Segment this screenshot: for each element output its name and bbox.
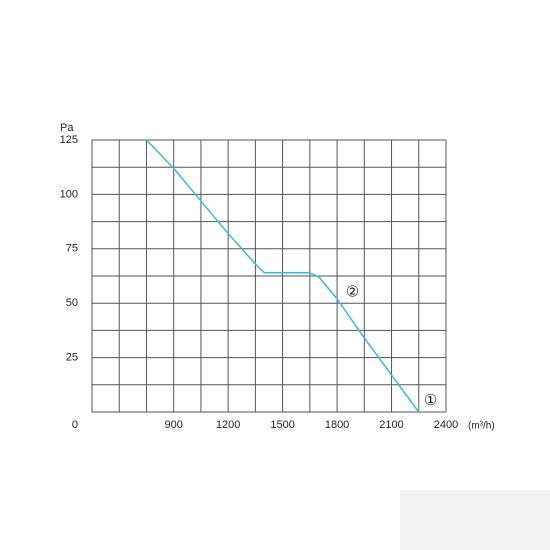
y-tick-label: 25 [66,352,78,364]
y-tick-label: 75 [66,243,78,255]
x-axis-unit: (m³/h) [468,421,495,432]
y-tick-label: 125 [60,134,78,146]
annotation: ① [424,392,437,409]
x-tick-label: 900 [165,419,183,431]
x-tick-label: 2100 [379,419,403,431]
annotation: ② [346,283,359,300]
x-tick-label: 1500 [270,419,294,431]
curve [145,139,420,413]
x-tick-label: 1200 [216,419,240,431]
y-axis-label: Pa [60,122,74,134]
y-tick-label: 100 [60,188,78,200]
watermark-box [400,490,550,550]
x-tick-label: 1800 [325,419,349,431]
y-tick-label: 0 [72,419,78,431]
x-tick-label: 2400 [434,419,458,431]
y-tick-label: 50 [66,297,78,309]
